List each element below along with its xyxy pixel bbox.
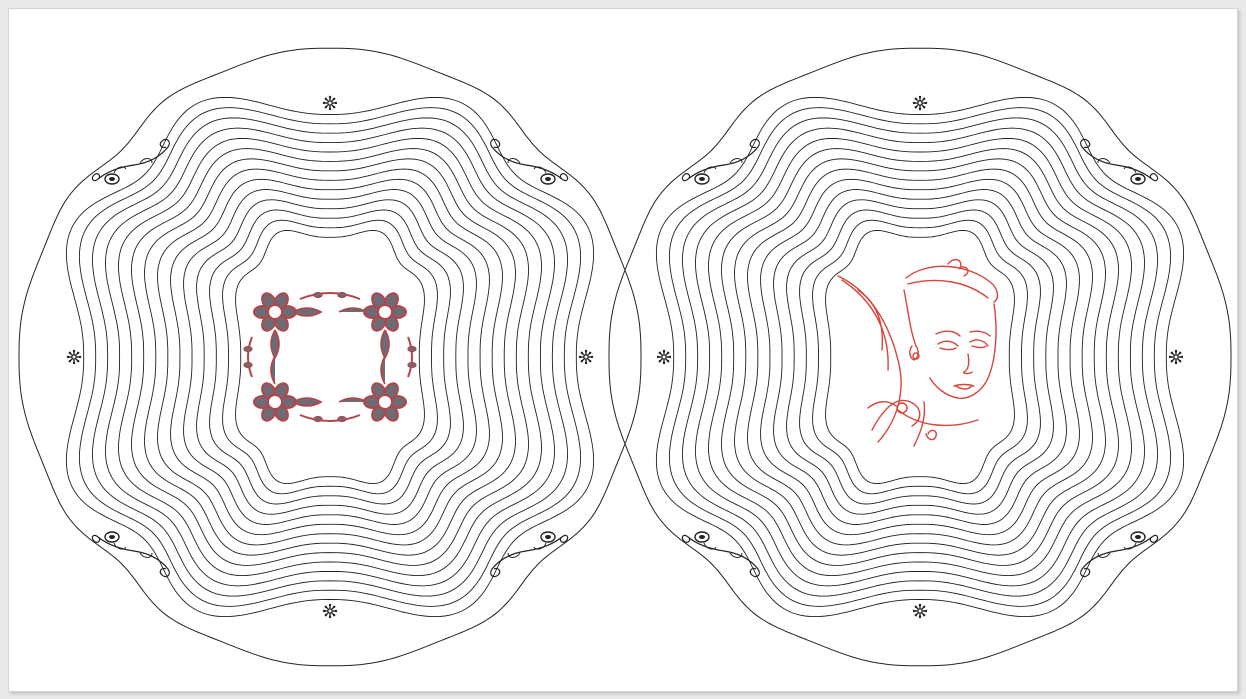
woman-portrait-line-art [837,258,999,447]
outer-scalloped-border [608,47,1232,667]
spiral-ring [105,127,555,587]
spiral-ring [209,209,451,505]
spiral-ring [760,178,1080,536]
scroll-flourish-icon [490,138,569,185]
spiral-ring [668,107,1172,607]
snowflake-hole-icon [66,349,82,365]
spiral-ring [78,107,582,607]
spiral-ring [786,199,1054,515]
snowflake-hole-icon [578,349,594,365]
spiral-ring [65,96,595,618]
spiral-ring [734,158,1106,556]
scroll-flourish-icon [91,138,170,185]
spiral-ring [196,199,464,515]
spiral-ring [91,117,569,597]
spiral-ring [747,168,1093,546]
spiral-ring [170,178,490,536]
snowflake-hole-icon [322,603,338,619]
spiral-ring [721,148,1119,566]
scroll-flourish-icon [1080,138,1159,185]
flower-cluster-icon [253,355,323,422]
flower-cluster-icon [338,292,407,360]
spiral-ring [131,148,529,566]
spiral-ring [799,209,1041,505]
spiral-ring [222,219,438,495]
floral-lattice-icon [243,291,417,423]
scroll-flourish-icon [681,531,760,578]
scroll-flourish-icon [490,531,569,578]
snowflake-hole-icon [912,95,928,111]
spiral-ring [157,168,503,546]
spiral-ring [118,137,542,577]
left-wind-spinner [18,47,642,667]
snowflake-hole-icon [656,349,672,365]
snowflake-hole-icon [322,95,338,111]
right-wind-spinner [608,47,1232,667]
spiral-ring [655,96,1185,618]
snowflake-hole-icon [912,603,928,619]
flower-cluster-icon [253,292,323,360]
spiral-ring [825,229,1015,485]
spiral-ring [235,229,425,485]
flower-cluster-icon [338,355,407,422]
snowflake-hole-icon [1168,349,1184,365]
outer-scalloped-border [18,47,642,667]
spiral-ring [183,189,477,525]
drawing-sheet [8,8,1238,692]
scroll-flourish-icon [1080,531,1159,578]
spiral-ring [144,158,516,556]
spiral-ring [695,127,1145,587]
scroll-flourish-icon [681,138,760,185]
spiral-ring [708,137,1132,577]
scroll-flourish-icon [91,531,170,578]
spiral-ring [773,189,1067,525]
spiral-ring [681,117,1159,597]
spiral-ring [812,219,1028,495]
